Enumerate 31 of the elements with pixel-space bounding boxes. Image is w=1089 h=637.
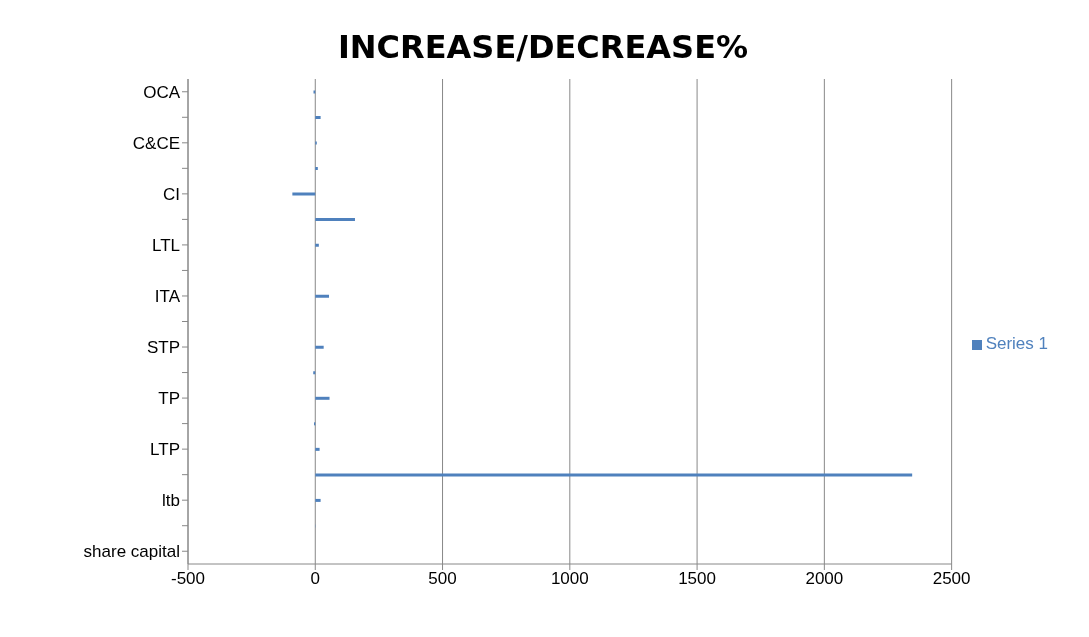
- bar: [315, 447, 320, 451]
- legend-label: Series 1: [985, 334, 1048, 353]
- x-tick-label: 2500: [932, 569, 971, 589]
- y-tick-label: CI: [163, 184, 180, 204]
- x-tick-label: 0: [310, 569, 321, 589]
- y-tick-label: ltb: [162, 491, 180, 511]
- bar: [315, 345, 324, 349]
- bar: [315, 498, 321, 502]
- y-tick-label: TP: [158, 389, 180, 409]
- bar: [315, 396, 330, 400]
- y-tick-label: LTP: [150, 440, 180, 460]
- y-tick-label: LTL: [151, 235, 180, 255]
- x-tick-label: 1500: [678, 569, 716, 589]
- x-tick-label: 500: [428, 569, 457, 589]
- x-tick-label: 1000: [550, 569, 589, 589]
- bar: [315, 116, 321, 120]
- bar: [315, 294, 330, 298]
- y-tick-label: ITA: [154, 287, 181, 307]
- y-tick-label: OCA: [143, 82, 181, 102]
- chart-title: INCREASE/DECREASE%: [336, 27, 750, 68]
- y-tick-label: STP: [146, 338, 180, 358]
- x-tick-label: -500: [170, 569, 206, 589]
- bar: [315, 473, 913, 477]
- bar: [313, 371, 316, 375]
- bar: [292, 192, 316, 196]
- x-tick-label: 2000: [805, 569, 844, 589]
- bar: [315, 218, 355, 222]
- bar: [315, 243, 319, 247]
- y-tick-label: C&CE: [132, 133, 180, 153]
- y-tick-label: share capital: [83, 542, 180, 562]
- bar: [315, 167, 318, 171]
